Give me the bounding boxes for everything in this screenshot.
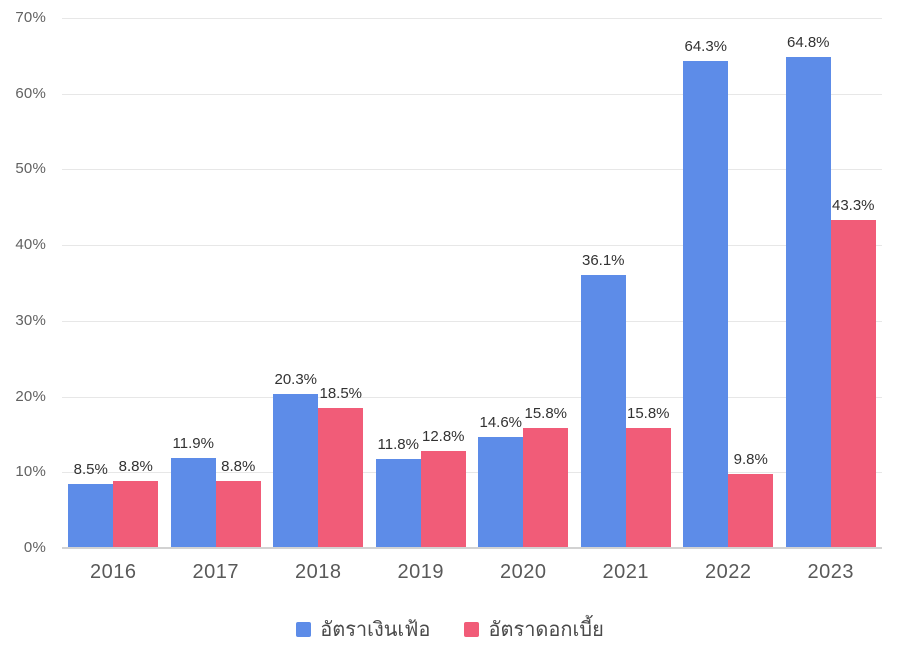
legend-swatch-icon xyxy=(464,621,480,637)
bar-series1-2016 xyxy=(68,483,114,548)
bar-series1-2023 xyxy=(785,57,831,548)
bar-series1-2020 xyxy=(478,437,524,548)
bar-group-2019: 11.8% 12.8% xyxy=(370,18,473,548)
gridline-70% xyxy=(62,18,882,19)
bar-series2-2018 xyxy=(318,407,364,548)
y-tick-label: 70% xyxy=(15,9,46,26)
bar-slot: 11.8% xyxy=(375,18,421,548)
legend-item-2: อัตราดอกเบี้ย xyxy=(464,613,604,645)
bar-series1-2017 xyxy=(170,457,216,548)
bar-value-label: 43.3% xyxy=(831,197,875,215)
bar-value-label: 8.5% xyxy=(73,460,108,478)
bar-group-2016: 8.5% 8.8% xyxy=(62,18,165,548)
bar-value-label: 11.9% xyxy=(172,434,214,452)
bar-value-label: 15.8% xyxy=(626,405,670,423)
x-axis-label-2023: 2023 xyxy=(807,561,854,583)
legend-label: อัตราเงินเฟ้อ xyxy=(320,619,431,641)
bar-series1-2018 xyxy=(273,394,319,548)
bar-slot: 18.5% xyxy=(318,18,364,548)
x-axis-label-2018: 2018 xyxy=(295,561,342,583)
x-axis-label-2019: 2019 xyxy=(397,561,444,583)
bar-group-2017: 11.9% 8.8% xyxy=(165,18,268,548)
plot-area: 8.5% 8.8% 11.9% 8.8% 20.3% 18.5% 11.8% 12.8% 14.… xyxy=(62,18,882,549)
y-tick-label: 30% xyxy=(15,311,46,329)
bar-series2-2022 xyxy=(728,473,774,548)
bar-slot: 8.8% xyxy=(215,18,261,548)
bar-value-label: 20.3% xyxy=(274,371,318,389)
bar-value-label: 8.8% xyxy=(221,458,256,476)
legend: อัตราเงินเฟ้อ อัตราดอกเบี้ย xyxy=(0,610,900,648)
gridline-0% xyxy=(62,547,882,549)
bar-value-label: 8.8% xyxy=(118,458,153,476)
bar-slot: 64.3% xyxy=(683,18,729,548)
bar-value-label: 15.8% xyxy=(524,405,568,423)
bar-group-2023: 64.8% 43.3% xyxy=(780,18,883,548)
gridline-50% xyxy=(62,169,882,171)
bar-slot: 36.1% xyxy=(580,18,626,548)
bar-slot: 14.6% xyxy=(478,18,524,548)
bar-slot: 15.8% xyxy=(625,18,671,548)
bar-slot: 11.9% xyxy=(170,18,216,548)
bar-slot: 43.3% xyxy=(830,18,876,548)
bar-value-label: 64.3% xyxy=(684,38,728,56)
legend-label: อัตราดอกเบี้ย xyxy=(488,619,604,641)
gridline-40% xyxy=(62,245,882,247)
bar-series2-2019 xyxy=(420,451,466,548)
bar-series2-2017 xyxy=(215,481,261,548)
bar-series1-2019 xyxy=(375,458,421,548)
legend-swatch-icon xyxy=(296,621,312,637)
legend-item-1: อัตราเงินเฟ้อ xyxy=(296,613,430,645)
bar-value-label: 9.8% xyxy=(733,450,768,468)
x-axis-label-2021: 2021 xyxy=(602,561,649,583)
bar-value-label: 64.8% xyxy=(786,34,830,52)
y-tick-label: 20% xyxy=(15,387,46,405)
bar-series1-2022 xyxy=(683,61,729,548)
bar-slot: 15.8% xyxy=(523,18,569,548)
x-axis-label-2020: 2020 xyxy=(500,561,547,583)
x-axis-label-2017: 2017 xyxy=(192,561,239,583)
bar-series2-2020 xyxy=(523,428,569,548)
gridline-60% xyxy=(62,93,882,95)
y-tick-label: 0% xyxy=(23,539,46,556)
bar-slot: 8.8% xyxy=(113,18,159,548)
bar-value-label: 18.5% xyxy=(319,384,363,402)
y-tick-label: 40% xyxy=(15,236,46,254)
bar-slot: 20.3% xyxy=(273,18,319,548)
bar-series2-2016 xyxy=(113,481,159,548)
x-axis-label-2022: 2022 xyxy=(705,561,752,583)
bar-slot: 64.8% xyxy=(785,18,831,548)
bar-group-2021: 36.1% 15.8% xyxy=(575,18,678,548)
bar-slot: 8.5% xyxy=(68,18,114,548)
bar-slot: 9.8% xyxy=(728,18,774,548)
bar-slot: 12.8% xyxy=(420,18,466,548)
bar-value-label: 11.8% xyxy=(377,435,419,453)
bar-value-label: 36.1% xyxy=(581,251,625,269)
bar-value-label: 12.8% xyxy=(421,428,465,446)
gridline-10% xyxy=(62,472,882,474)
bar-series2-2023 xyxy=(830,220,876,548)
bar-group-2022: 64.3% 9.8% xyxy=(677,18,780,548)
bar-group-2020: 14.6% 15.8% xyxy=(472,18,575,548)
bars-layer: 8.5% 8.8% 11.9% 8.8% 20.3% 18.5% 11.8% 12.8% 14.… xyxy=(62,18,882,548)
x-axis-labels: 2016 2017 2018 2019 2020 2021 2022 2023 xyxy=(62,558,882,588)
y-tick-label: 60% xyxy=(15,84,46,102)
gridline-20% xyxy=(62,396,882,398)
gridline-30% xyxy=(62,320,882,322)
x-axis-label-2016: 2016 xyxy=(90,561,137,583)
bar-group-2018: 20.3% 18.5% xyxy=(267,18,370,548)
y-axis-labels: 0% 10% 20% 30% 40% 50% 60% 70% xyxy=(0,9,46,556)
bar-value-label: 14.6% xyxy=(479,414,523,432)
y-tick-label: 10% xyxy=(15,463,46,481)
y-tick-label: 50% xyxy=(15,160,46,178)
bar-series2-2021 xyxy=(625,428,671,548)
bar-series1-2021 xyxy=(580,274,626,548)
